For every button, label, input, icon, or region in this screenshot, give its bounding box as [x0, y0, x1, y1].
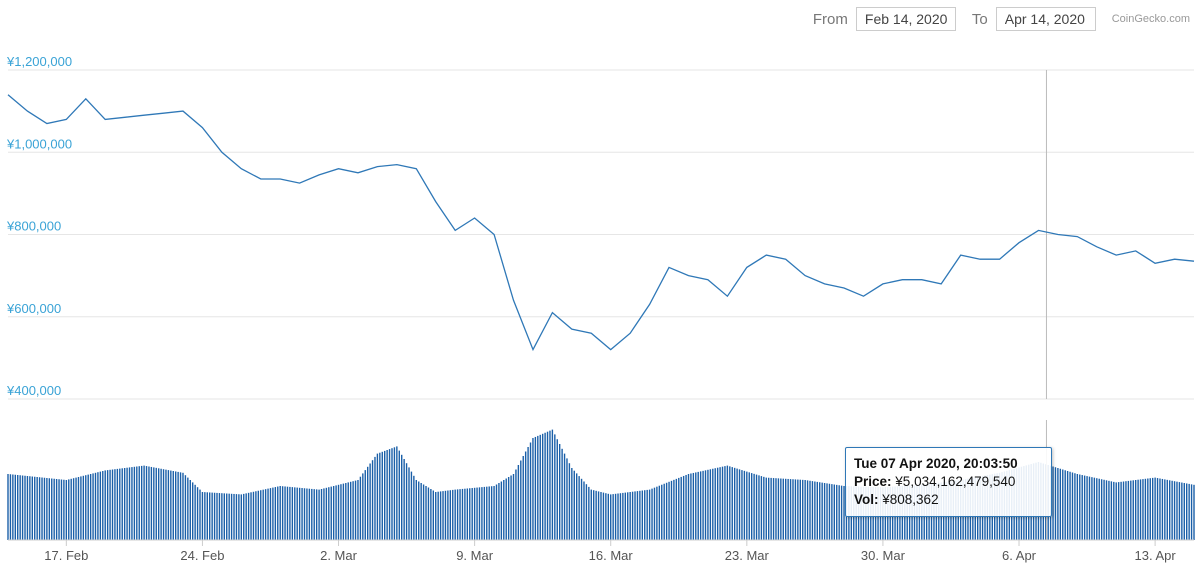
tooltip-price-value: ¥5,034,162,479,540: [895, 474, 1016, 489]
y-tick-label: ¥600,000: [6, 301, 61, 316]
y-tick-label: ¥1,000,000: [6, 136, 72, 151]
tooltip-price-label: Price:: [854, 474, 892, 489]
y-tick-label: ¥400,000: [6, 383, 61, 398]
x-tick-label: 2. Mar: [320, 548, 358, 563]
price-line: [7, 94, 1195, 352]
x-tick-label: 17. Feb: [44, 548, 88, 563]
to-date-input[interactable]: [995, 7, 1096, 31]
x-tick-label: 13. Apr: [1135, 548, 1177, 563]
x-tick-label: 6. Apr: [1002, 548, 1037, 563]
x-tick-label: 16. Mar: [589, 548, 634, 563]
from-label: From: [812, 10, 848, 28]
x-tick-label: 30. Mar: [861, 548, 906, 563]
x-tick-label: 9. Mar: [456, 548, 494, 563]
tooltip-vol-value: ¥808,362: [882, 492, 939, 507]
tooltip-vol-label: Vol:: [854, 492, 879, 507]
chart-tooltip: Tue 07 Apr 2020, 20:03:50 Price: ¥5,034,…: [845, 447, 1052, 517]
to-label: To: [971, 10, 988, 28]
y-tick-label: ¥1,200,000: [6, 54, 72, 69]
x-tick-label: 23. Mar: [725, 548, 770, 563]
y-tick-label: ¥800,000: [6, 219, 61, 234]
x-tick-label: 24. Feb: [180, 548, 224, 563]
from-date-input[interactable]: [855, 7, 956, 31]
tooltip-date: Tue 07 Apr 2020, 20:03:50: [854, 456, 1018, 471]
date-range-bar: From To CoinGecko.com: [813, 6, 1200, 32]
credit-link[interactable]: CoinGecko.com: [1111, 13, 1190, 25]
